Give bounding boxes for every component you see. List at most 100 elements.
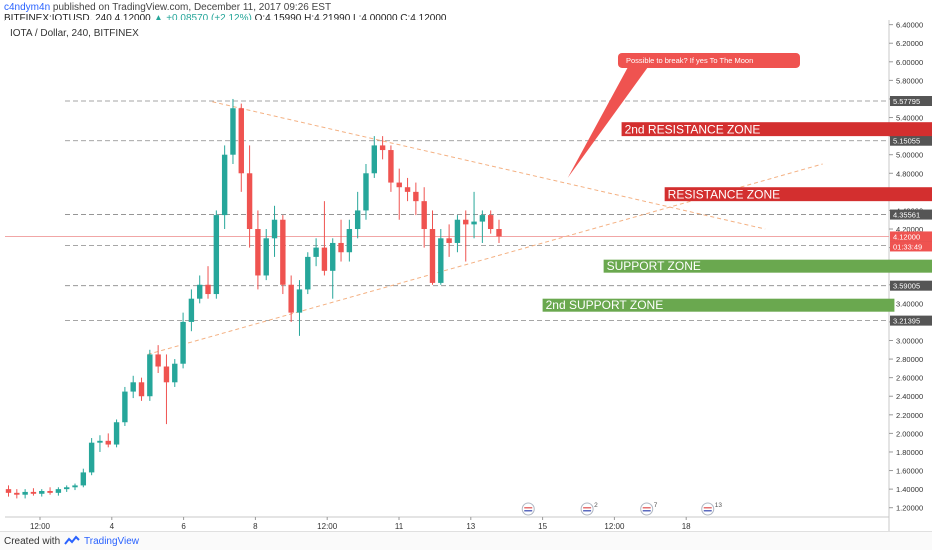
zone-box[interactable] xyxy=(664,187,932,202)
event-count: 2 xyxy=(594,502,598,509)
price-tick-label: 2.60000 xyxy=(896,374,923,383)
candle-body[interactable] xyxy=(338,242,344,253)
candle-body[interactable] xyxy=(404,187,411,192)
time-tick-label: 11 xyxy=(395,522,404,531)
zone-box[interactable] xyxy=(542,298,895,312)
candle-body[interactable] xyxy=(446,238,452,243)
zone-label: RESISTANCE ZONE xyxy=(668,188,780,202)
tradingview-link[interactable]: TradingView xyxy=(84,536,140,547)
change-text: ▲ +0.08570 (+2.12%) xyxy=(153,13,252,24)
candle-body[interactable] xyxy=(88,442,95,473)
level-label-bg xyxy=(890,209,932,220)
price-tick-label: 3.00000 xyxy=(896,336,923,345)
time-tick-label: 6 xyxy=(181,522,186,531)
candle-body[interactable] xyxy=(30,491,37,494)
chart-legend: IOTA / Dollar, 240, BITFINEX xyxy=(10,28,139,39)
level-label-bg xyxy=(890,315,932,326)
candle-body[interactable] xyxy=(39,490,45,494)
event-flag-icon[interactable] xyxy=(640,502,654,516)
candle-body[interactable] xyxy=(113,422,120,445)
price-tick-label: 2.00000 xyxy=(896,429,923,438)
candle-body[interactable] xyxy=(496,229,502,237)
candle-body[interactable] xyxy=(47,490,53,493)
candle-body[interactable] xyxy=(105,440,111,445)
candle-body[interactable] xyxy=(246,173,253,230)
time-tick-label: 18 xyxy=(682,522,691,531)
candle-body[interactable] xyxy=(371,145,377,174)
candle-body[interactable] xyxy=(172,363,178,383)
zone-box[interactable] xyxy=(603,259,932,273)
candle-body[interactable] xyxy=(122,391,128,423)
last-price-label-bg xyxy=(890,231,932,242)
countdown-label-bg xyxy=(890,241,932,252)
level-label-bg xyxy=(890,96,932,107)
candle-body[interactable] xyxy=(479,215,486,222)
candle-body[interactable] xyxy=(379,145,386,151)
candle-body[interactable] xyxy=(471,221,477,225)
candle-body[interactable] xyxy=(213,215,220,295)
price-tick-label: 1.60000 xyxy=(896,467,923,476)
candle-body[interactable] xyxy=(188,298,195,322)
price-tick-label: 5.40000 xyxy=(896,114,923,123)
candle-body[interactable] xyxy=(388,150,394,183)
candle-body[interactable] xyxy=(22,491,28,495)
candle-body[interactable] xyxy=(5,489,12,493)
annotation-callout[interactable] xyxy=(617,52,800,68)
candle-body[interactable] xyxy=(280,219,286,285)
candle-body[interactable] xyxy=(80,472,87,486)
change-value: +0.08570 (+2.12%) xyxy=(166,13,252,24)
candle-body[interactable] xyxy=(180,321,186,364)
candle-body[interactable] xyxy=(354,210,361,230)
candle-body[interactable] xyxy=(138,382,145,397)
candle-body[interactable] xyxy=(288,284,294,313)
candle-body[interactable] xyxy=(438,238,444,283)
author-link[interactable]: c4ndym4n xyxy=(4,2,51,13)
trend-line[interactable] xyxy=(212,101,766,230)
candle-body[interactable] xyxy=(296,289,303,313)
candle-body[interactable] xyxy=(97,440,103,443)
candle-body[interactable] xyxy=(413,191,419,202)
candle-body[interactable] xyxy=(230,108,236,155)
candle-body[interactable] xyxy=(63,487,70,490)
candle-body[interactable] xyxy=(271,219,278,239)
candle-body[interactable] xyxy=(313,247,319,257)
candle-body[interactable] xyxy=(55,489,62,493)
candle-body[interactable] xyxy=(72,485,78,488)
ohlc-text: O:4.15990 H:4.21990 L:4.00000 C:4.12000 xyxy=(254,13,447,24)
event-flag-stripe xyxy=(703,507,712,509)
candle-body[interactable] xyxy=(147,354,153,397)
candle-body[interactable] xyxy=(197,284,203,299)
candle-body[interactable] xyxy=(263,238,269,276)
price-tick-label: 1.40000 xyxy=(896,485,923,494)
event-flag-icon[interactable] xyxy=(701,502,715,516)
event-flag-stripe xyxy=(703,510,712,512)
candle-body[interactable] xyxy=(155,354,161,367)
candle-body[interactable] xyxy=(238,108,244,174)
candle-body[interactable] xyxy=(305,256,311,290)
candle-body[interactable] xyxy=(205,284,211,295)
candle-body[interactable] xyxy=(130,382,136,392)
price-chart[interactable]: 6.400006.200006.000005.800005.600005.400… xyxy=(0,0,932,531)
candle-body[interactable] xyxy=(321,247,328,271)
candle-body[interactable] xyxy=(14,492,20,495)
candle-body[interactable] xyxy=(163,366,170,383)
candle-body[interactable] xyxy=(346,229,353,253)
candle-body[interactable] xyxy=(429,229,436,283)
event-flag-icon[interactable] xyxy=(521,502,535,516)
candle-body[interactable] xyxy=(221,154,228,216)
event-flag-icon[interactable] xyxy=(580,502,594,516)
time-tick-label: 12:00 xyxy=(30,522,51,531)
candle-body[interactable] xyxy=(330,242,336,271)
candle-body[interactable] xyxy=(487,215,494,230)
candle-body[interactable] xyxy=(454,219,461,243)
candle-body[interactable] xyxy=(363,173,369,211)
candle-body[interactable] xyxy=(396,182,402,188)
zone-box[interactable] xyxy=(621,122,932,137)
zone-label: 2nd RESISTANCE ZONE xyxy=(625,123,761,137)
price-tick-label: 4.20000 xyxy=(896,225,923,234)
candle-body[interactable] xyxy=(255,229,261,276)
candle-body[interactable] xyxy=(421,201,427,230)
candle-body[interactable] xyxy=(463,219,469,225)
time-tick-label: 12:00 xyxy=(317,522,338,531)
level-label-bg xyxy=(890,135,932,146)
